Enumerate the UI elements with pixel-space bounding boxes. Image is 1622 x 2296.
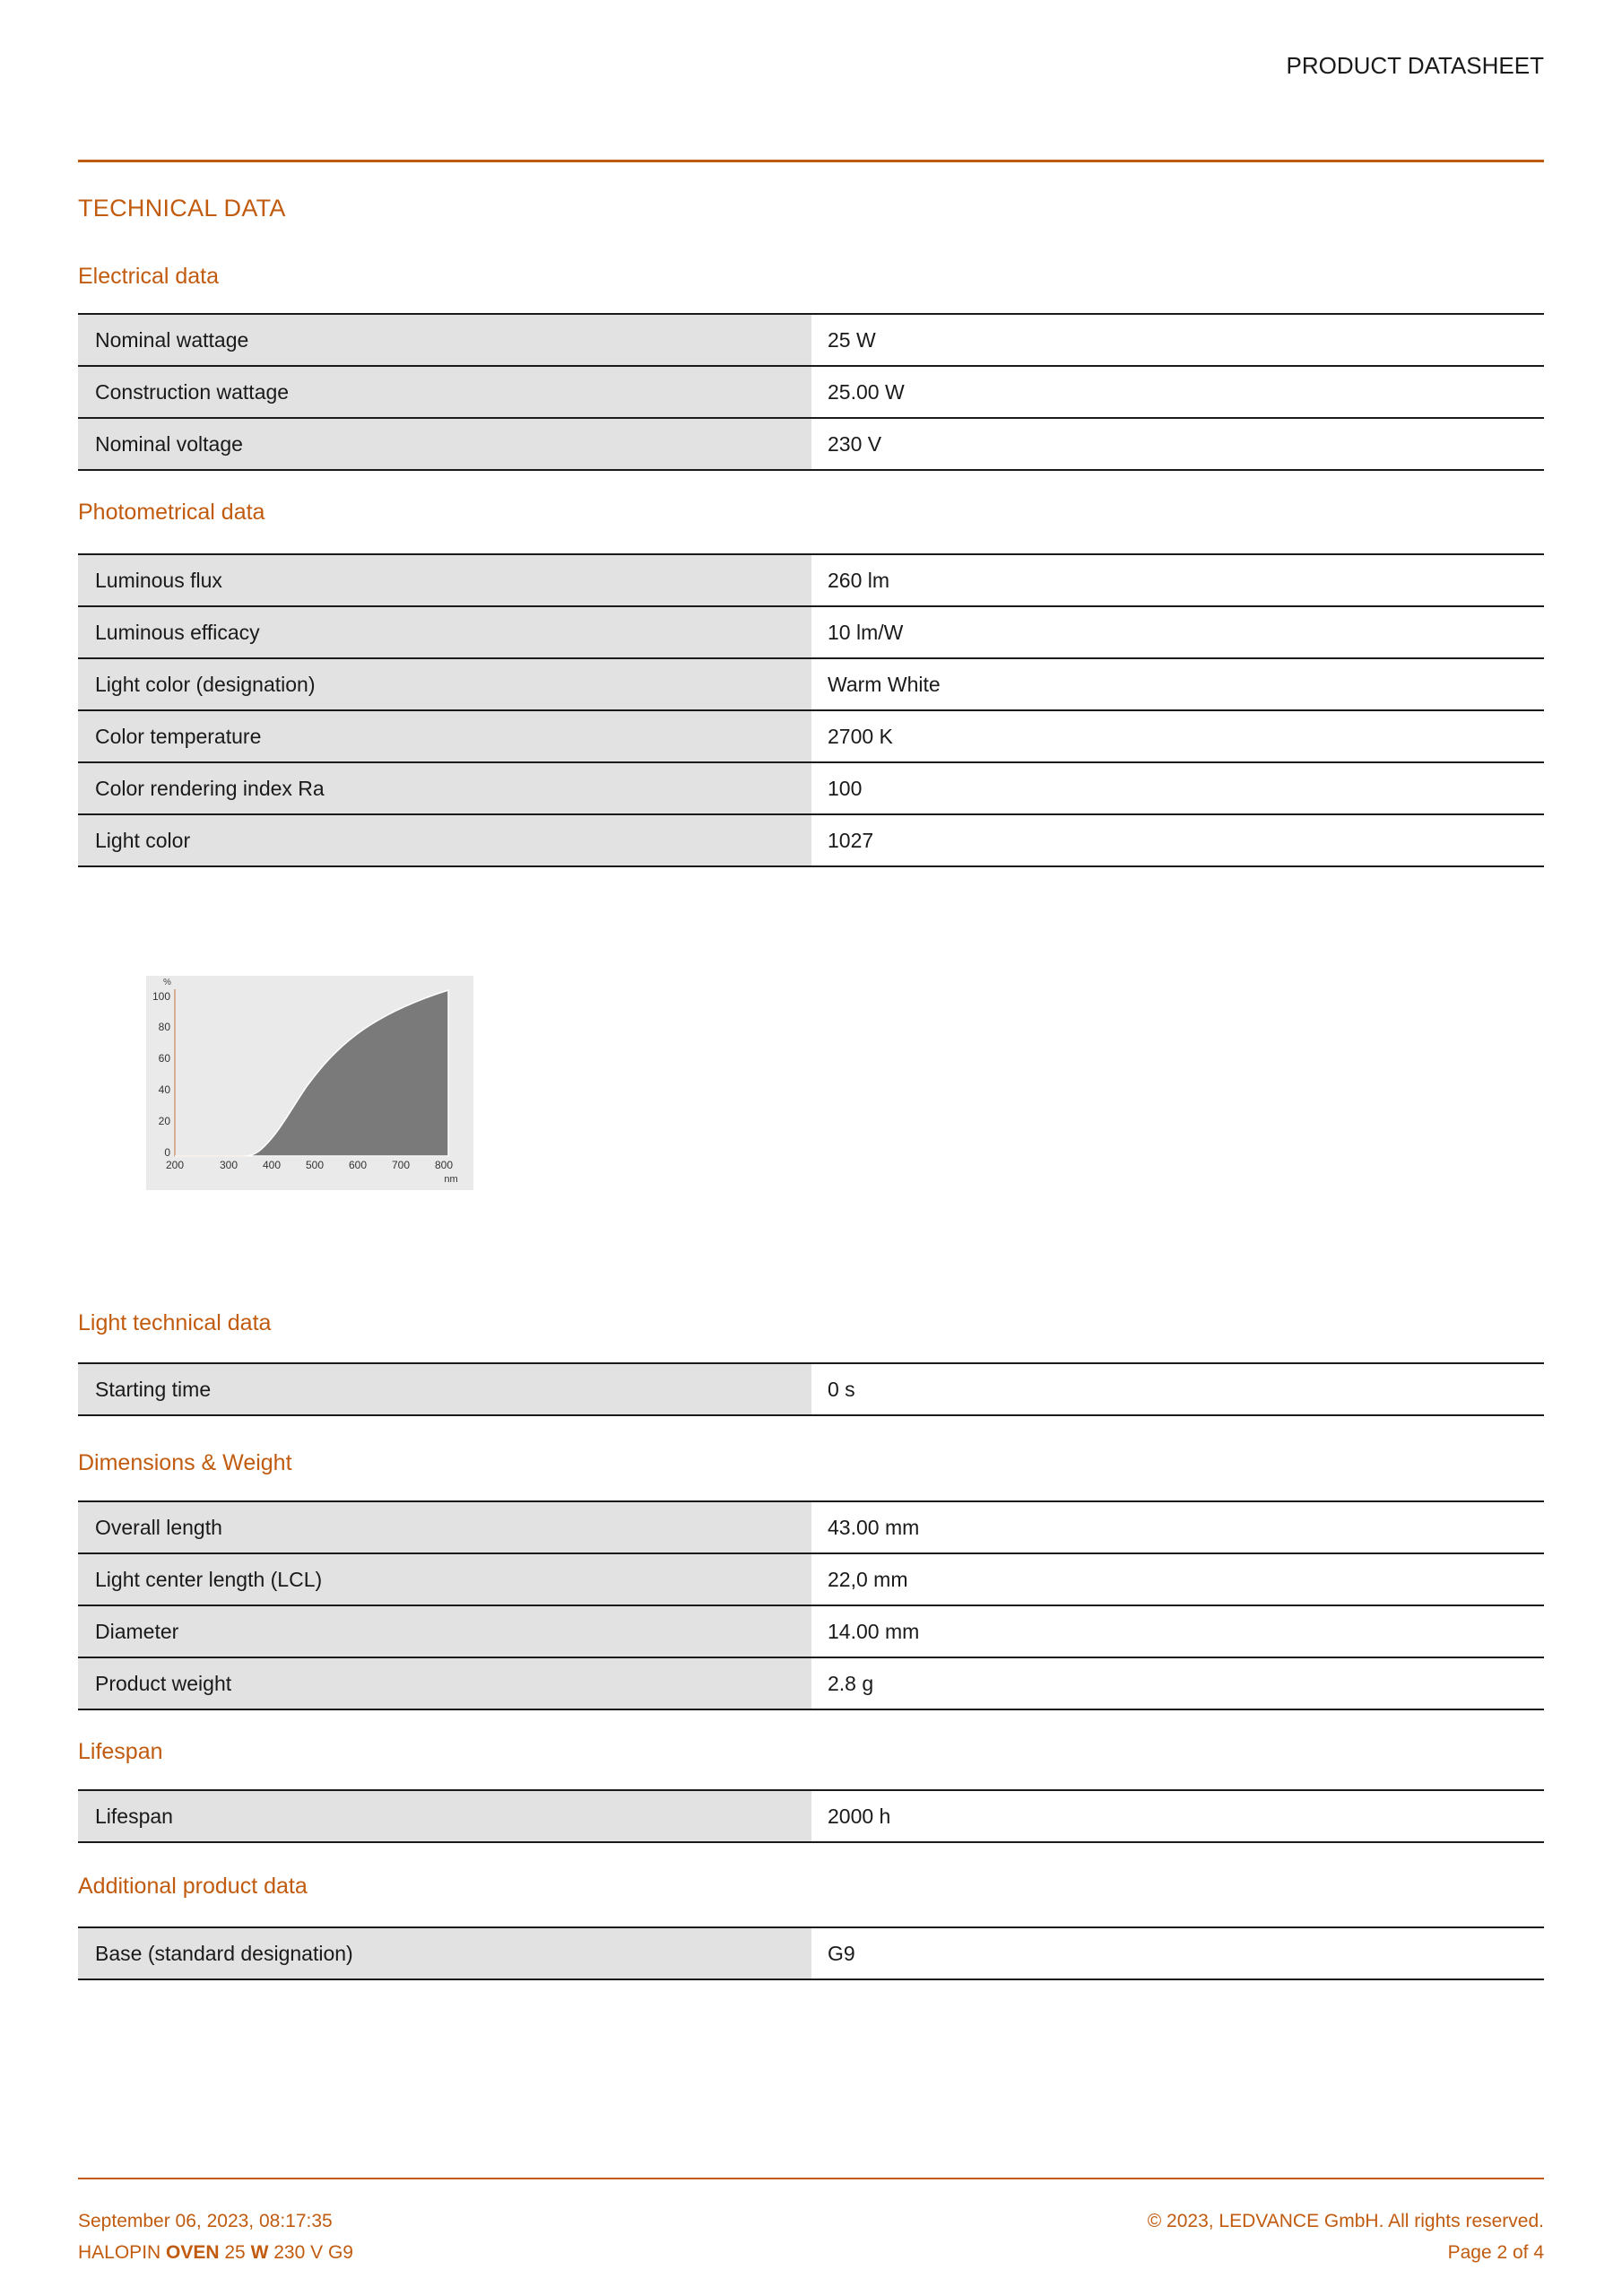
svg-text:400: 400	[263, 1159, 281, 1171]
svg-text:300: 300	[220, 1159, 238, 1171]
svg-text:200: 200	[166, 1159, 184, 1171]
svg-text:700: 700	[392, 1159, 410, 1171]
svg-text:nm: nm	[444, 1174, 457, 1185]
svg-text:800: 800	[435, 1159, 453, 1171]
svg-text:40: 40	[159, 1083, 171, 1096]
svg-text:80: 80	[159, 1021, 171, 1033]
svg-text:60: 60	[159, 1052, 171, 1065]
svg-text:500: 500	[306, 1159, 324, 1171]
svg-text:%: %	[163, 978, 171, 987]
svg-text:20: 20	[159, 1115, 171, 1127]
svg-text:0: 0	[164, 1146, 170, 1159]
svg-text:600: 600	[349, 1159, 367, 1171]
svg-text:100: 100	[152, 990, 170, 1003]
